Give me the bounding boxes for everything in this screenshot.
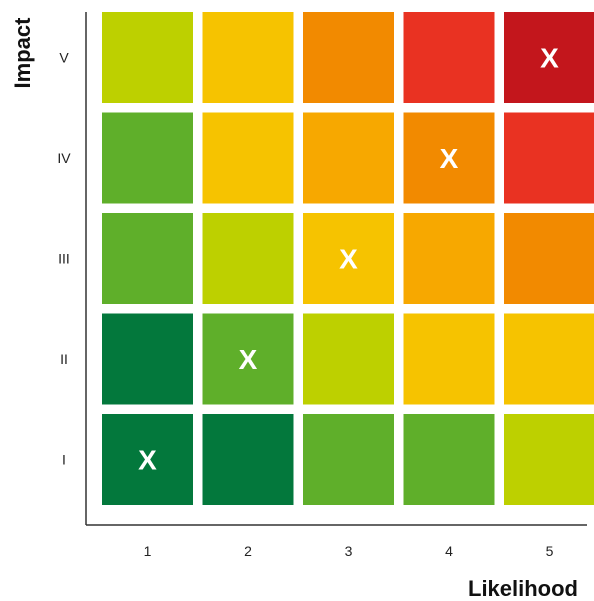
cell-1-I	[102, 414, 193, 505]
cell-2-III	[202, 213, 294, 304]
cell-4-IV	[403, 112, 495, 204]
cell-4-III	[403, 213, 495, 304]
cell-4-I	[403, 414, 495, 505]
cell-5-III	[504, 213, 594, 304]
cell-3-IV	[303, 112, 394, 204]
cell-3-III	[303, 213, 394, 304]
mark-label-4-IV: X	[440, 143, 459, 174]
cell-5-IV	[504, 112, 594, 204]
x-tick-label: 3	[345, 543, 353, 559]
cell-1-IV	[102, 112, 193, 204]
heatmap-cells	[102, 12, 594, 505]
mark-label-5-V: X	[540, 43, 559, 74]
cell-1-II	[102, 313, 193, 405]
y-axis-title: Impact	[10, 17, 35, 89]
mark-label-1-I: X	[138, 445, 157, 476]
cell-2-IV	[202, 112, 294, 204]
y-tick-label: I	[62, 452, 66, 468]
cell-5-II	[504, 313, 594, 405]
x-tick-label: 5	[546, 543, 554, 559]
x-axis-title: Likelihood	[468, 576, 578, 601]
mark-label-3-III: X	[339, 244, 358, 275]
axes	[85, 12, 587, 526]
cell-3-V	[303, 12, 394, 103]
y-tick-label: II	[60, 351, 68, 367]
x-tick-label: 1	[144, 543, 152, 559]
x-tick-label: 2	[244, 543, 252, 559]
cell-3-II	[303, 313, 394, 405]
y-tick-label: IV	[57, 150, 71, 166]
cell-5-I	[504, 414, 594, 505]
cell-1-V	[102, 12, 193, 103]
y-tick-label: III	[58, 251, 70, 267]
mark-label-2-II: X	[239, 344, 258, 375]
cell-4-V	[403, 12, 495, 103]
cell-2-II	[202, 313, 294, 405]
cell-2-I	[202, 414, 294, 505]
risk-marks: X X X X X	[138, 43, 559, 476]
cell-1-III	[102, 213, 193, 304]
cell-5-V	[504, 12, 594, 103]
cell-4-II	[403, 313, 495, 405]
cell-3-I	[303, 414, 394, 505]
x-tick-labels: 1 2 3 4 5	[144, 543, 554, 559]
y-tick-label: V	[59, 50, 69, 66]
x-tick-label: 4	[445, 543, 453, 559]
cell-2-V	[202, 12, 294, 103]
